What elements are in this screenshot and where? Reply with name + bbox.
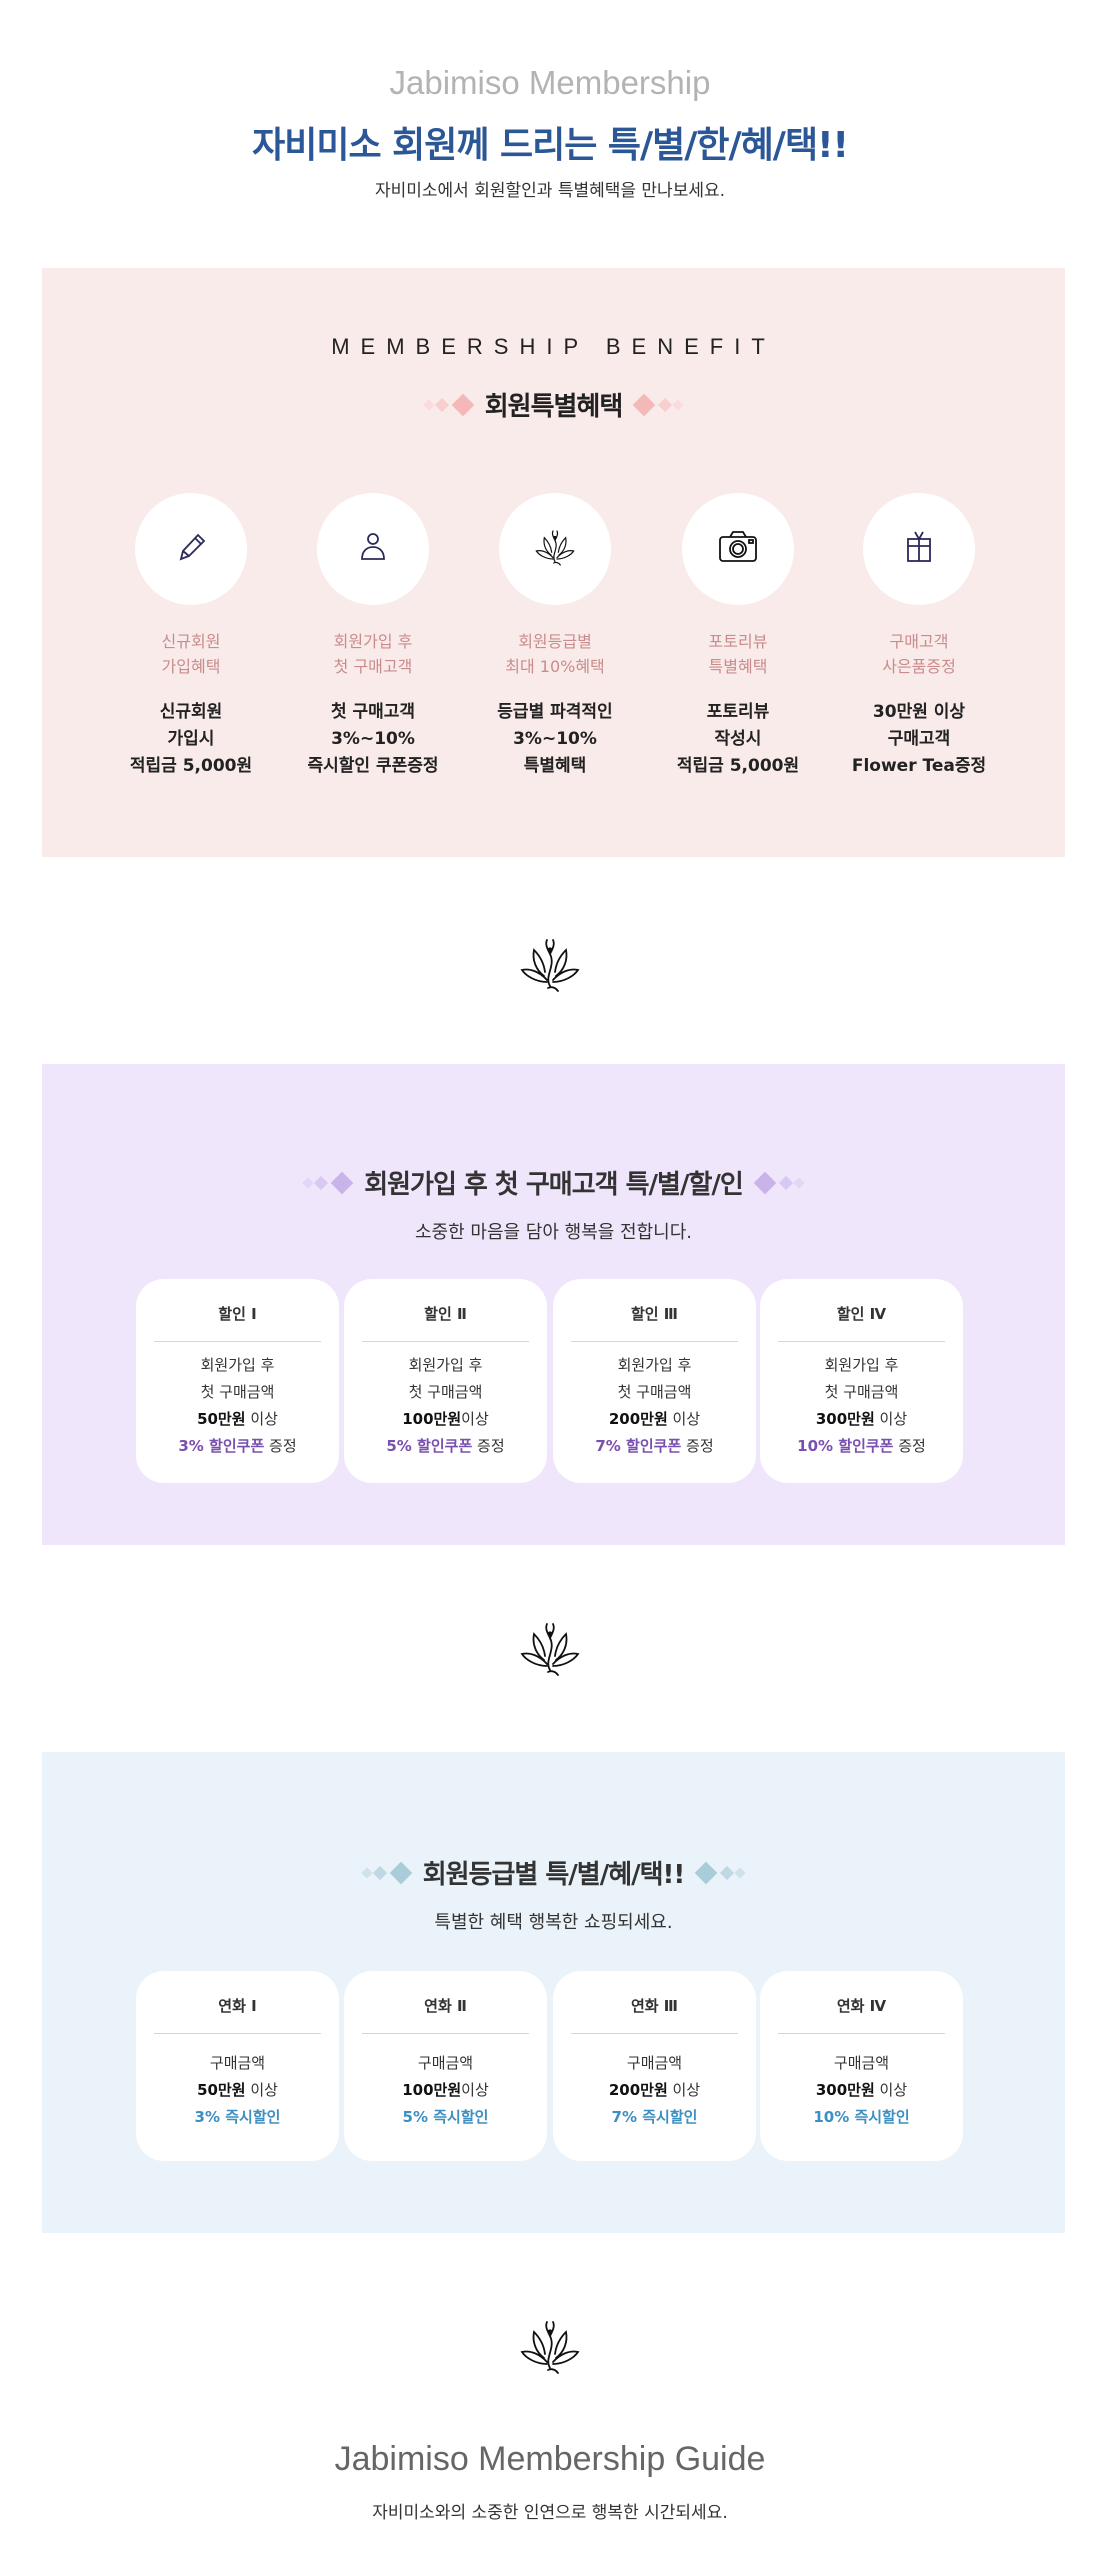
coupon-percent: 3% 할인쿠폰 bbox=[178, 1437, 265, 1455]
lotus-icon bbox=[514, 936, 586, 992]
card-body: 회원가입 후 첫 구매금액 300만원 이상 10% 할인쿠폰 증정 bbox=[797, 1356, 926, 1455]
discount-card: 할인 Ⅱ 회원가입 후 첫 구매금액 100만원이상 5% 할인쿠폰 증정 bbox=[344, 1279, 547, 1483]
diamond-right-icon bbox=[632, 393, 684, 416]
gift-icon bbox=[899, 527, 939, 571]
benefit-icon-circle bbox=[499, 493, 611, 605]
guide-title: Jabimiso Membership Guide bbox=[334, 2440, 766, 2478]
section-title: 회원등급별 특/별/혜/택!! bbox=[422, 1860, 686, 1890]
benefit-icon-circle bbox=[682, 493, 794, 605]
benefit-item: 회원등급별 최대 10%혜택 등급별 파격적인 3%~10% 특별혜택 bbox=[465, 493, 645, 780]
benefit-item: 구매고객 사은품증정 30만원 이상 구매고객 Flower Tea증정 bbox=[829, 493, 1009, 780]
section-title: 회원가입 후 첫 구매고객 특/별/할/인 bbox=[364, 1170, 744, 1200]
divider bbox=[778, 1341, 945, 1342]
lotus-icon bbox=[531, 527, 579, 571]
diamond-right-icon bbox=[694, 1861, 746, 1884]
card-title: 할인 Ⅳ bbox=[836, 1305, 887, 1323]
benefit-label: 구매고객 사은품증정 bbox=[882, 632, 956, 676]
page-subtitle: 자비미소에서 회원할인과 특별혜택을 만나보세요. bbox=[374, 181, 726, 201]
card-title: 연화 Ⅳ bbox=[836, 1997, 887, 2015]
membership-benefit-section: MEMBERSHIP BENEFIT 회원특별혜택 신규회원 가입혜택 신규회원 가… bbox=[42, 268, 1065, 857]
divider bbox=[571, 1341, 738, 1342]
coupon-percent: 5% 할인쿠폰 bbox=[386, 1437, 473, 1455]
diamond-right-icon bbox=[753, 1171, 805, 1194]
grade-card: 연화 Ⅱ 구매금액 100만원이상 5% 즉시할인 bbox=[344, 1971, 547, 2161]
user-icon bbox=[353, 527, 393, 571]
discount-percent: 5% 즉시할인 bbox=[402, 2108, 489, 2126]
divider bbox=[571, 2033, 738, 2034]
card-body: 회원가입 후 첫 구매금액 100만원이상 5% 할인쿠폰 증정 bbox=[386, 1356, 505, 1455]
benefit-label: 회원등급별 최대 10%혜택 bbox=[505, 632, 605, 676]
divider bbox=[154, 1341, 321, 1342]
grade-card: 연화 Ⅲ 구매금액 200만원 이상 7% 즉시할인 bbox=[553, 1971, 756, 2161]
benefit-label: 신규회원 가입혜택 bbox=[161, 632, 221, 676]
benefit-item: 신규회원 가입혜택 신규회원 가입시 적립금 5,000원 bbox=[101, 493, 281, 780]
discount-card: 할인 Ⅳ 회원가입 후 첫 구매금액 300만원 이상 10% 할인쿠폰 증정 bbox=[760, 1279, 963, 1483]
card-title: 할인 Ⅱ bbox=[424, 1305, 467, 1323]
discount-percent: 7% 즉시할인 bbox=[611, 2108, 698, 2126]
first-purchase-discount-section: 회원가입 후 첫 구매고객 특/별/할/인 소중한 마음을 담아 행복을 전합니… bbox=[42, 1064, 1065, 1545]
card-title: 할인 Ⅰ bbox=[218, 1305, 257, 1323]
card-body: 구매금액 200만원 이상 7% 즉시할인 bbox=[553, 2050, 756, 2131]
discount-percent: 10% 즉시할인 bbox=[813, 2108, 910, 2126]
section-title-row: 회원특별혜택 bbox=[42, 386, 1065, 423]
discount-percent: 3% 즉시할인 bbox=[194, 2108, 281, 2126]
divider bbox=[362, 1341, 529, 1342]
benefit-description: 신규회원 가입시 적립금 5,000원 bbox=[129, 702, 253, 776]
divider bbox=[778, 2033, 945, 2034]
card-body: 회원가입 후 첫 구매금액 50만원 이상 3% 할인쿠폰 증정 bbox=[178, 1356, 297, 1455]
brand-title: Jabimiso Membership bbox=[389, 64, 711, 101]
card-body: 구매금액 300만원 이상 10% 즉시할인 bbox=[760, 2050, 963, 2131]
diamond-left-icon bbox=[361, 1861, 413, 1884]
card-body: 구매금액 50만원 이상 3% 즉시할인 bbox=[136, 2050, 339, 2131]
benefit-description: 30만원 이상 구매고객 Flower Tea증정 bbox=[851, 702, 987, 776]
benefit-icon-circle bbox=[317, 493, 429, 605]
section-eyebrow: MEMBERSHIP BENEFIT bbox=[331, 334, 776, 359]
coupon-percent: 10% 할인쿠폰 bbox=[797, 1437, 894, 1455]
benefit-description: 등급별 파격적인 3%~10% 특별혜택 bbox=[497, 702, 613, 776]
card-title: 연화 Ⅲ bbox=[630, 1997, 678, 2015]
card-body: 구매금액 100만원이상 5% 즉시할인 bbox=[344, 2050, 547, 2131]
discount-card: 할인 Ⅲ 회원가입 후 첫 구매금액 200만원 이상 7% 할인쿠폰 증정 bbox=[553, 1279, 756, 1483]
benefit-label: 포토리뷰 특별혜택 bbox=[708, 632, 768, 676]
lotus-icon bbox=[514, 1620, 586, 1676]
card-body: 회원가입 후 첫 구매금액 200만원 이상 7% 할인쿠폰 증정 bbox=[595, 1356, 714, 1455]
section-subtitle: 특별한 혜택 행복한 쇼핑되세요. bbox=[434, 1912, 673, 1933]
camera-icon bbox=[716, 527, 760, 571]
card-title: 연화 Ⅰ bbox=[218, 1997, 257, 2015]
benefit-icon-circle bbox=[135, 493, 247, 605]
divider bbox=[154, 2033, 321, 2034]
divider bbox=[362, 2033, 529, 2034]
benefit-description: 첫 구매고객 3%~10% 즉시할인 쿠폰증정 bbox=[307, 702, 439, 776]
card-title: 연화 Ⅱ bbox=[424, 1997, 467, 2015]
page-headline: 자비미소 회원께 드리는 특/별/한/혜/택!! bbox=[252, 125, 849, 166]
section-title-row: 회원등급별 특/별/혜/택!! bbox=[42, 1854, 1065, 1891]
card-title: 할인 Ⅲ bbox=[630, 1305, 678, 1323]
coupon-percent: 7% 할인쿠폰 bbox=[595, 1437, 682, 1455]
grade-benefit-section: 회원등급별 특/별/혜/택!! 특별한 혜택 행복한 쇼핑되세요. 연화 Ⅰ 구… bbox=[42, 1752, 1065, 2233]
section-title: 회원특별혜택 bbox=[484, 392, 624, 422]
benefit-icon-circle bbox=[863, 493, 975, 605]
grade-card: 연화 Ⅳ 구매금액 300만원 이상 10% 즉시할인 bbox=[760, 1971, 963, 2161]
diamond-left-icon bbox=[302, 1171, 354, 1194]
lotus-icon bbox=[514, 2318, 586, 2374]
benefit-description: 포토리뷰 작성시 적립금 5,000원 bbox=[676, 702, 800, 776]
pencil-icon bbox=[171, 527, 211, 571]
section-subtitle: 소중한 마음을 담아 행복을 전합니다. bbox=[414, 1222, 692, 1243]
guide-subtitle: 자비미소와의 소중한 인연으로 행복한 시간되세요. bbox=[372, 2503, 728, 2523]
diamond-left-icon bbox=[423, 393, 475, 416]
discount-card: 할인 Ⅰ 회원가입 후 첫 구매금액 50만원 이상 3% 할인쿠폰 증정 bbox=[136, 1279, 339, 1483]
benefit-item: 포토리뷰 특별혜택 포토리뷰 작성시 적립금 5,000원 bbox=[648, 493, 828, 780]
grade-card: 연화 Ⅰ 구매금액 50만원 이상 3% 즉시할인 bbox=[136, 1971, 339, 2161]
section-title-row: 회원가입 후 첫 구매고객 특/별/할/인 bbox=[42, 1164, 1065, 1201]
